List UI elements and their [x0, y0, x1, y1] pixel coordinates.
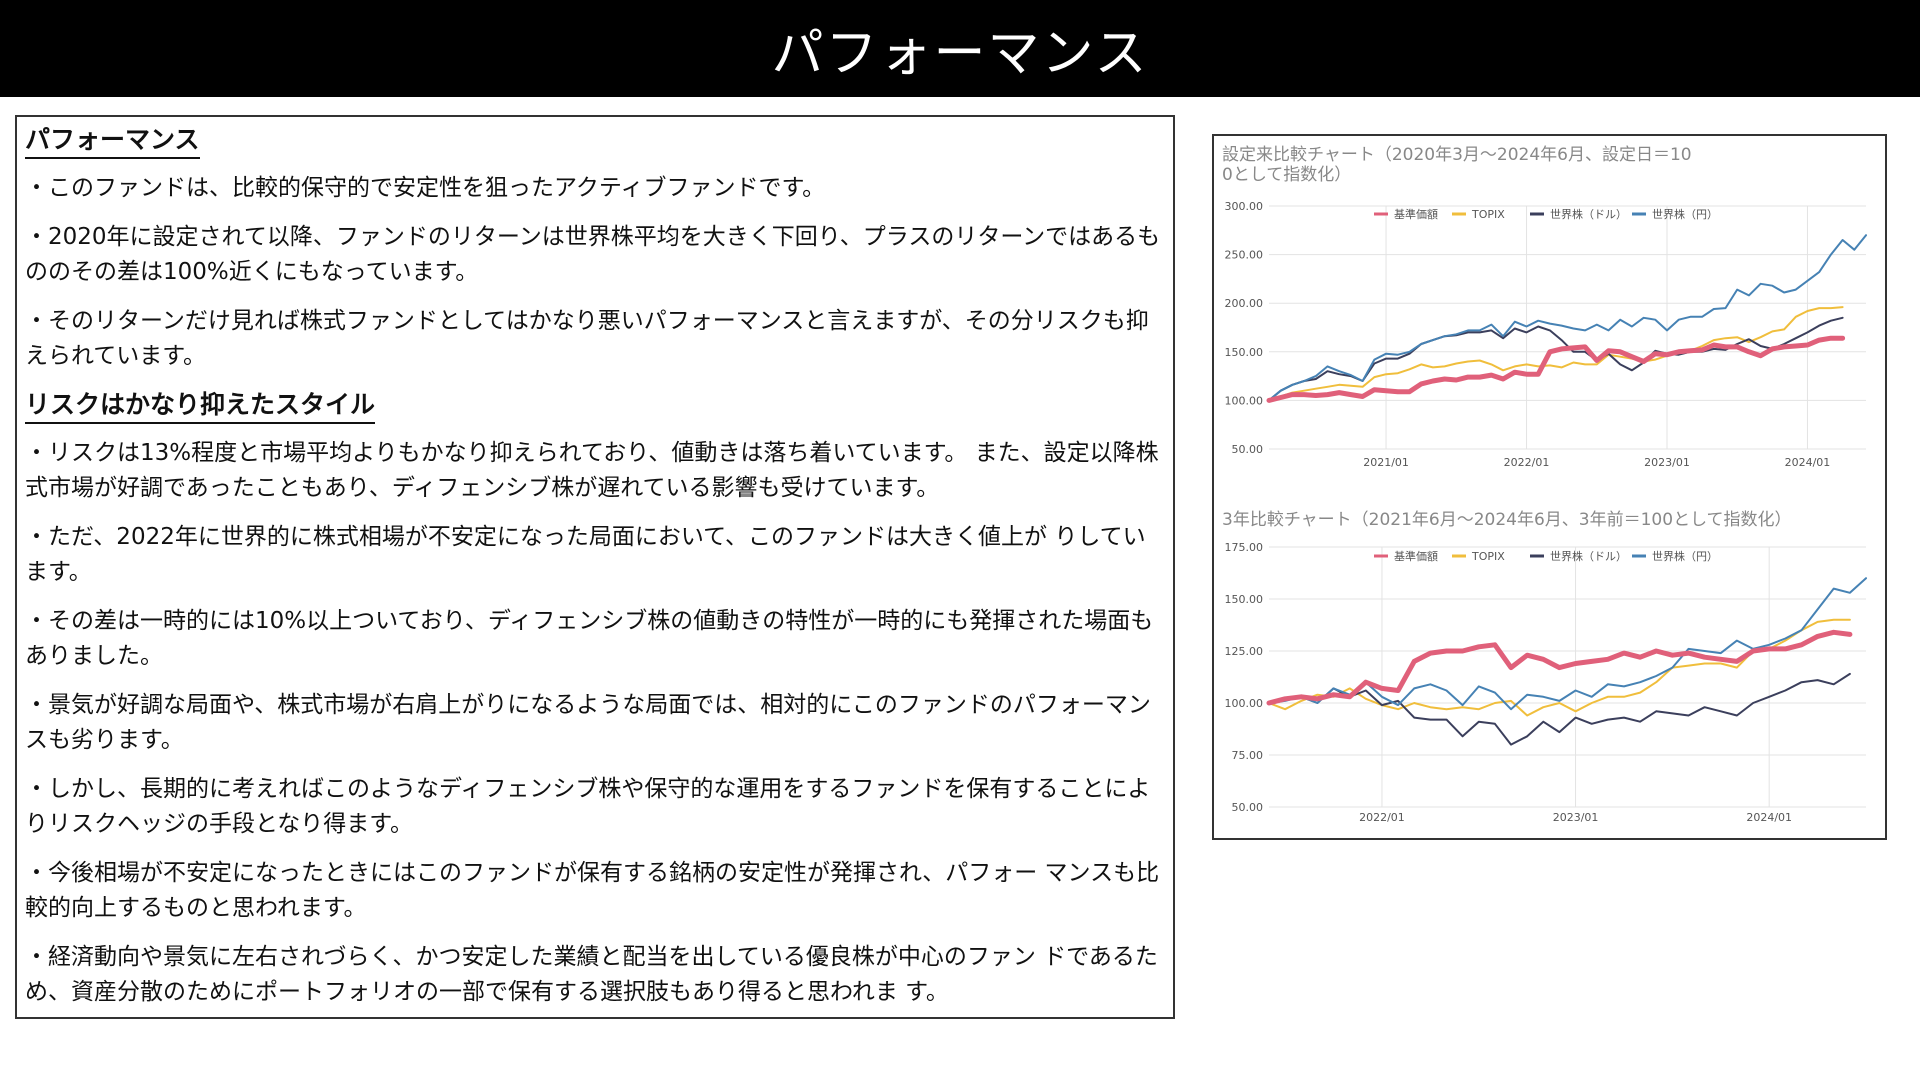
series-line: [1268, 234, 1867, 402]
paragraph: ・そのリターンだけ見れば株式ファンドとしてはかなり悪いパフォーマンスと言えますが…: [25, 308, 1149, 369]
page-title-bar: パフォーマンス: [0, 0, 1920, 97]
y-tick-label: 250.00: [1225, 249, 1264, 262]
legend-entry: TOPIX: [1471, 550, 1505, 563]
charts-svg: 設定来比較チャート（2020年3月〜2024年6月、設定日＝100として指数化）…: [1222, 145, 1867, 824]
series-line: [1266, 335, 1846, 403]
y-tick-label: 300.00: [1225, 200, 1264, 213]
y-tick-label: 125.00: [1225, 645, 1264, 658]
y-tick-label: 100.00: [1225, 697, 1264, 710]
legend-entry: 世界株（ドル）: [1550, 207, 1627, 221]
x-tick-label: 2022/01: [1359, 811, 1405, 824]
x-tick-label: 2022/01: [1504, 456, 1550, 469]
paragraph: ・経済動向や景気に左右されづらく、かつ安定した業績と配当を出している優良株が中心…: [25, 944, 1158, 1005]
paragraph: ・今後相場が不安定になったときにはこのファンドが保有する銘柄の安定性が発揮され、…: [25, 860, 1160, 921]
section-heading-risk: リスクはかなり抑えたスタイル: [25, 390, 376, 424]
chart-panel: 設定来比較チャート（2020年3月〜2024年6月、設定日＝10 0として指数化）…: [1212, 134, 1887, 840]
series-line: [1266, 629, 1853, 706]
legend-entry: 世界株（円）: [1652, 549, 1718, 563]
y-tick-label: 200.00: [1225, 297, 1264, 310]
text-panel: パフォーマンス ・このファンドは、比較的保守的で安定性を狙ったアクティブファンド…: [15, 115, 1175, 1019]
paragraph: ・その差は一時的には10%以上ついており、ディフェンシブ株の値動きの特性が一時的…: [25, 608, 1154, 669]
paragraph: ・リスクは13%程度と市場平均よりもかなり抑えられており、値動きは落ち着いていま…: [25, 440, 1159, 501]
chart-title: 設定来比較チャート（2020年3月〜2024年6月、設定日＝10: [1222, 145, 1692, 165]
legend-entry: 世界株（円）: [1652, 207, 1718, 221]
paragraph: ・景気が好調な局面や、株式市場が右肩上がりになるような局面では、相対的にこのファ…: [25, 692, 1151, 753]
y-tick-label: 150.00: [1225, 593, 1264, 606]
legend-entry: 基準価額: [1394, 207, 1438, 221]
x-tick-label: 2024/01: [1785, 456, 1831, 469]
series-line: [1268, 672, 1851, 746]
y-tick-label: 100.00: [1225, 394, 1264, 407]
paragraph: ・このファンドは、比較的保守的で安定性を狙ったアクティブファンドです。: [25, 175, 826, 201]
paragraph: ・ただ、2022年に世界的に株式相場が不安定になった局面において、このファンドは…: [25, 524, 1146, 585]
page-title: パフォーマンス: [771, 24, 1149, 84]
y-tick-label: 75.00: [1232, 749, 1264, 762]
paragraph: ・しかし、長期的に考えればこのようなディフェンシブ株や保守的な運用をするファンド…: [25, 776, 1151, 837]
section-heading-performance: パフォーマンス: [25, 125, 200, 159]
x-tick-label: 2021/01: [1363, 456, 1409, 469]
x-tick-label: 2023/01: [1644, 456, 1690, 469]
paragraph: ・2020年に設定されて以降、ファンドのリターンは世界株平均を大きく下回り、プラ…: [25, 224, 1161, 285]
chart-title: 3年比較チャート（2021年6月〜2024年6月、3年前＝100として指数化）: [1222, 510, 1792, 530]
y-tick-label: 175.00: [1225, 541, 1264, 554]
series-line: [1268, 306, 1844, 402]
series-line: [1268, 316, 1844, 402]
legend-entry: TOPIX: [1471, 208, 1505, 221]
legend-entry: 世界株（ドル）: [1550, 549, 1627, 563]
y-tick-label: 50.00: [1232, 801, 1264, 814]
x-tick-label: 2023/01: [1553, 811, 1599, 824]
y-tick-label: 50.00: [1232, 443, 1264, 456]
y-tick-label: 150.00: [1225, 346, 1264, 359]
legend-entry: 基準価額: [1394, 549, 1438, 563]
x-tick-label: 2024/01: [1746, 811, 1792, 824]
chart-title-line2: 0として指数化）: [1222, 165, 1351, 185]
